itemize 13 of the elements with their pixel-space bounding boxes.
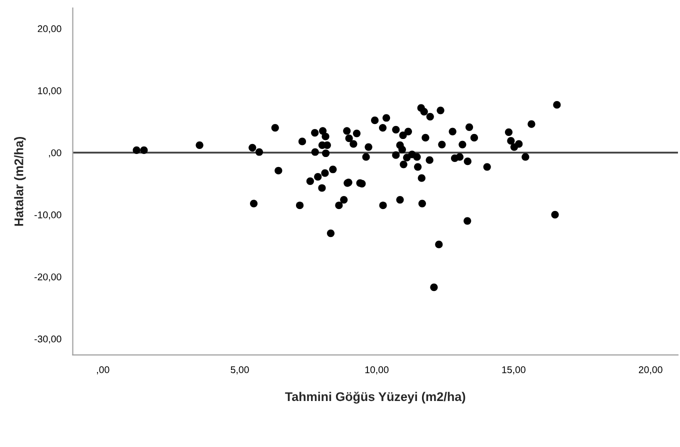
y-tick-label: ,00 [49, 149, 62, 158]
x-tick-label: ,00 [97, 366, 110, 374]
y-axis-title: Hatalar (m2/ha) [14, 136, 26, 226]
y-tick-label: -30,00 [34, 336, 62, 344]
x-axis-title: Tahmini Göğüs Yüzeyi (m2/ha) [285, 392, 466, 404]
y-tick-label: 20,00 [38, 25, 62, 34]
x-tick-label: 5,00 [230, 366, 249, 374]
x-tick-label: 15,00 [502, 366, 526, 374]
y-tick-label: -10,00 [34, 211, 62, 220]
y-tick-label: -20,00 [34, 273, 62, 282]
x-tick-label: 10,00 [365, 366, 389, 374]
x-tick-label: 20,00 [638, 366, 662, 374]
y-tick-label: 10,00 [38, 87, 62, 96]
